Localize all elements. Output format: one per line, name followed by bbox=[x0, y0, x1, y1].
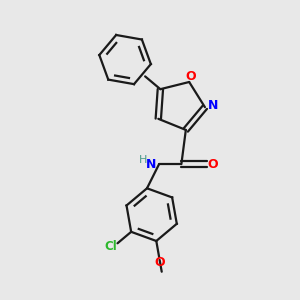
Text: O: O bbox=[155, 256, 165, 269]
Text: Cl: Cl bbox=[105, 240, 118, 253]
Text: N: N bbox=[208, 99, 218, 112]
Text: H: H bbox=[139, 155, 148, 165]
Text: O: O bbox=[208, 158, 218, 171]
Text: O: O bbox=[185, 70, 196, 83]
Text: N: N bbox=[146, 158, 156, 171]
